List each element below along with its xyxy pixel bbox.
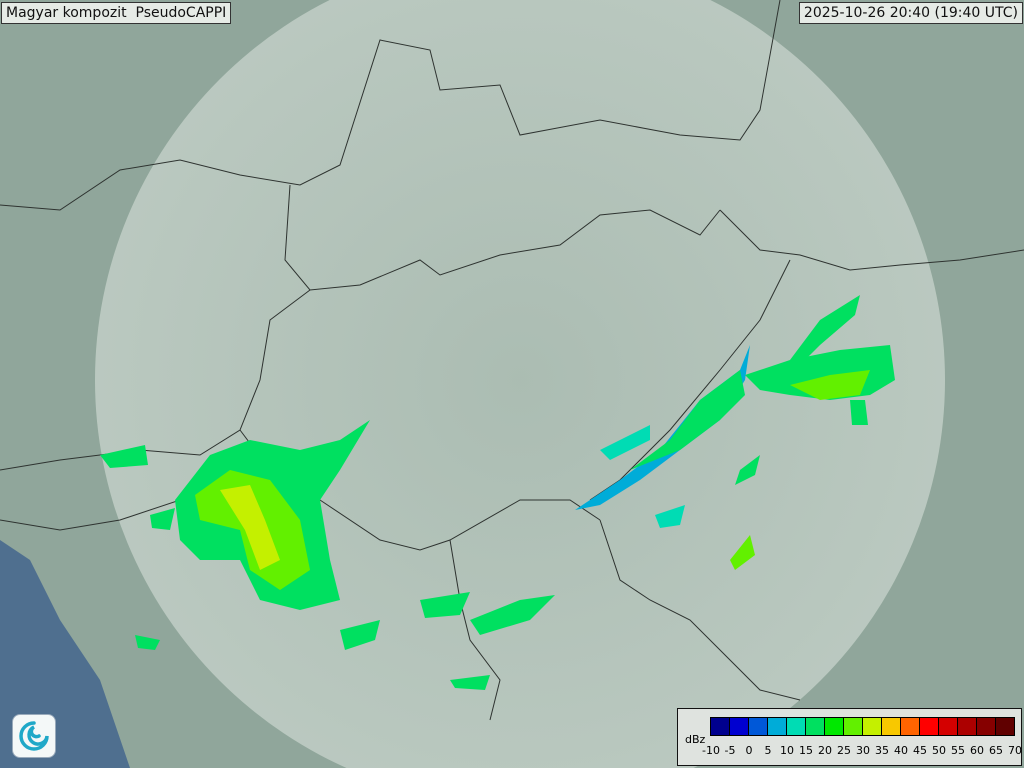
legend-swatch [863, 718, 882, 735]
legend-tick-label: 35 [875, 744, 889, 757]
legend-tick-label: 15 [799, 744, 813, 757]
legend-tick-label: 45 [913, 744, 927, 757]
legend-tick-label: 10 [780, 744, 794, 757]
legend-swatch [958, 718, 977, 735]
legend-unit: dBz [685, 733, 706, 746]
legend-tick-label: 30 [856, 744, 870, 757]
legend-swatch [730, 718, 749, 735]
legend-tick-label: -5 [724, 744, 736, 757]
legend-swatch [768, 718, 787, 735]
legend-tick-label: 55 [951, 744, 965, 757]
adriatic-sea [0, 540, 130, 768]
omsz-swirl-logo-icon [12, 714, 56, 758]
dbz-legend: dBz -10 -5 0 5 10 15 20 25 30 35 40 45 50 55 60 65 70 [677, 708, 1022, 766]
legend-swatch [711, 718, 730, 735]
legend-swatch [939, 718, 958, 735]
legend-tick-label: 5 [764, 744, 772, 757]
legend-swatch [977, 718, 996, 735]
legend-tick-label: 50 [932, 744, 946, 757]
legend-swatch [825, 718, 844, 735]
legend-tick-label: 20 [818, 744, 832, 757]
legend-tick-label: 0 [745, 744, 753, 757]
legend-tick-label: 60 [970, 744, 984, 757]
legend-swatch [844, 718, 863, 735]
legend-swatch [920, 718, 939, 735]
legend-tick-label: -10 [702, 744, 720, 757]
legend-colorbar [710, 717, 1015, 736]
legend-swatch [901, 718, 920, 735]
legend-tick-label: 25 [837, 744, 851, 757]
legend-swatch [806, 718, 825, 735]
legend-swatch [882, 718, 901, 735]
radar-echoes [100, 295, 895, 690]
timestamp: 2025-10-26 20:40 (19:40 UTC) [798, 2, 1023, 24]
legend-tick-label: 65 [989, 744, 1003, 757]
legend-swatch [749, 718, 768, 735]
legend-tick-label: 40 [894, 744, 908, 757]
legend-tick-label: 70 [1008, 744, 1022, 757]
legend-swatch [787, 718, 806, 735]
legend-swatch [996, 718, 1014, 735]
product-title: Magyar kompozit PseudoCAPPI [1, 2, 232, 24]
